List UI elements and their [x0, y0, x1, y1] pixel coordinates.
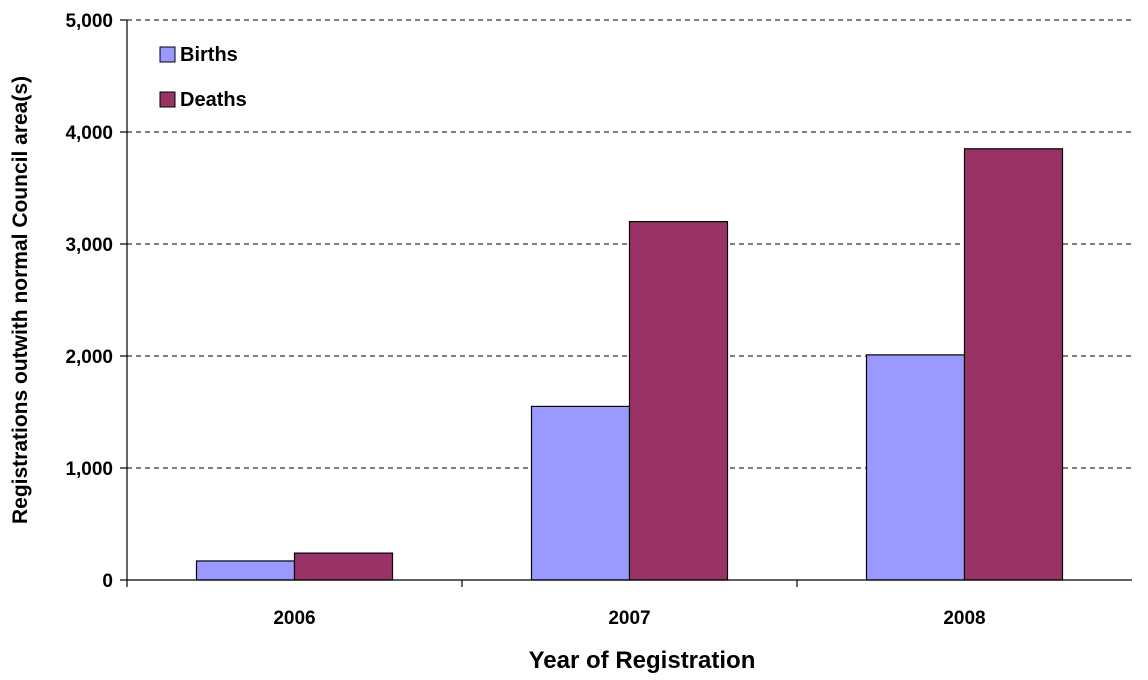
x-axis-title: Year of Registration	[529, 647, 756, 674]
x-tick-label: 2007	[608, 608, 650, 629]
bar-deaths-2008	[963, 148, 1064, 581]
axes: 0 1,000 2,000 3,000 4,000 5,000 2006 2007 2008	[65, 11, 1132, 629]
y-tick-label: 4,000	[65, 123, 113, 144]
y-tick-label: 3,000	[65, 235, 113, 256]
legend: Births Deaths	[159, 44, 247, 111]
bar-deaths-2006	[293, 552, 394, 581]
bar-deaths-2007	[628, 221, 729, 581]
bars	[195, 148, 1064, 581]
x-tick-label: 2008	[943, 608, 985, 629]
legend-label-births: Births	[180, 44, 238, 66]
y-tick-label: 2,000	[65, 347, 113, 368]
y-axis-title: Registrations outwith normal Council are…	[9, 76, 32, 524]
bar-births-2008	[865, 354, 966, 581]
x-tick-label: 2006	[273, 608, 315, 629]
y-tick-label: 0	[102, 571, 113, 592]
legend-swatch-deaths	[159, 91, 176, 108]
bar-births-2007	[530, 405, 631, 581]
y-tick-label: 1,000	[65, 459, 113, 480]
y-tick-label: 5,000	[65, 11, 113, 32]
legend-swatch-births	[159, 46, 176, 63]
legend-label-deaths: Deaths	[180, 89, 247, 111]
bar-births-2006	[195, 560, 296, 581]
